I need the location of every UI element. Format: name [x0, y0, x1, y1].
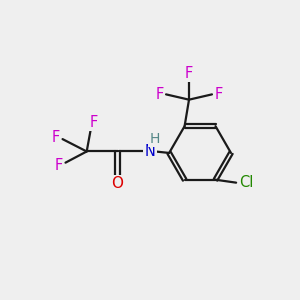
Text: N: N: [145, 144, 155, 159]
Text: H: H: [149, 132, 160, 146]
Text: O: O: [112, 176, 124, 191]
Text: F: F: [155, 87, 164, 102]
Text: F: F: [90, 115, 98, 130]
Text: F: F: [52, 130, 60, 145]
Text: F: F: [185, 66, 193, 81]
Text: F: F: [214, 87, 223, 102]
Text: Cl: Cl: [239, 175, 254, 190]
Text: F: F: [55, 158, 63, 173]
